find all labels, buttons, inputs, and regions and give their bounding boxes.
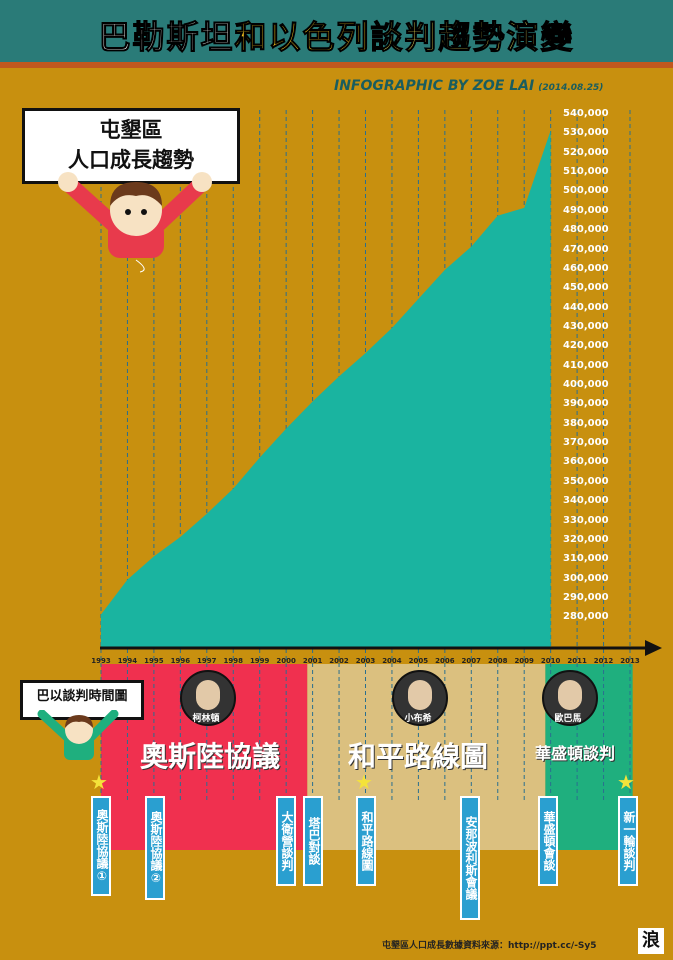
y-tick-label: 310,000 — [563, 553, 609, 565]
star-icon: ★ — [90, 770, 108, 794]
y-tick-label: 530,000 — [563, 127, 609, 139]
x-tick-label: 2010 — [540, 657, 561, 665]
x-tick-label: 2009 — [514, 657, 534, 665]
star-icon: ★ — [617, 770, 635, 794]
y-tick-label: 360,000 — [563, 456, 609, 468]
x-tick-label: 2003 — [355, 657, 376, 665]
x-axis-arrow — [645, 640, 662, 656]
small-character-illustration — [37, 710, 119, 760]
y-tick-label: 440,000 — [563, 301, 609, 313]
x-tick-label: 1994 — [117, 657, 138, 665]
x-tick-label: 2000 — [276, 657, 296, 665]
x-tick-label: 2005 — [408, 657, 429, 665]
y-tick-label: 370,000 — [563, 437, 609, 449]
y-tick-label: 330,000 — [563, 514, 609, 526]
byline: INFOGRAPHIC BY ZOE LAI (2014.08.25) — [334, 78, 603, 94]
era-band-label: 和平路線圖 — [347, 740, 488, 773]
y-tick-label: 410,000 — [563, 359, 609, 371]
leader-name: 小布希 — [404, 714, 432, 724]
leader-name: 柯林頓 — [192, 714, 220, 724]
era-band-label: 奧斯陸協議 — [139, 740, 280, 773]
y-tick-label: 280,000 — [563, 611, 609, 623]
y-tick-label: 450,000 — [563, 282, 609, 294]
event-label: 和平路線圖 — [356, 796, 376, 886]
x-tick-label: 2001 — [302, 657, 323, 665]
event-label: 奧斯陸協議① — [91, 796, 111, 896]
title-part-1: 巴勒斯坦 — [98, 18, 235, 57]
y-tick-label: 350,000 — [563, 475, 609, 487]
y-tick-label: 300,000 — [563, 572, 609, 584]
x-tick-label: 2012 — [593, 657, 614, 665]
leader-avatar — [180, 670, 236, 726]
y-tick-label: 540,000 — [563, 108, 609, 119]
x-tick-label: 2007 — [461, 657, 482, 665]
y-tick-label: 340,000 — [563, 495, 609, 507]
y-tick-label: 420,000 — [563, 340, 609, 352]
event-label: 安那波利斯會議 — [460, 796, 480, 920]
chart-title-sign: 屯墾區 人口成長趨勢 — [22, 108, 240, 184]
event-label: 奧斯陸協議② — [145, 796, 165, 900]
x-tick-label: 2002 — [329, 657, 349, 665]
y-tick-label: 390,000 — [563, 398, 609, 410]
chart-title-line1: 屯墾區 — [99, 118, 163, 142]
y-tick-label: 500,000 — [563, 185, 609, 197]
x-tick-label: 2006 — [435, 657, 455, 665]
event-label: 大衛營談判 — [276, 796, 296, 886]
source-footer: 屯墾區人口成長數據資料來源：http://ppt.cc/-Sy5 — [382, 941, 597, 951]
x-axis — [100, 640, 662, 656]
y-tick-label: 470,000 — [563, 243, 609, 255]
event-label: 華盛頓會談 — [538, 796, 558, 886]
byline-date: (2014.08.25) — [538, 83, 604, 93]
y-tick-label: 510,000 — [563, 166, 609, 178]
x-tick-label: 2011 — [567, 657, 587, 665]
leader-name: 歐巴馬 — [554, 714, 582, 724]
y-tick-label: 490,000 — [563, 204, 609, 216]
x-tick-label: 1999 — [249, 657, 270, 665]
y-tick-label: 430,000 — [563, 320, 609, 332]
leader-avatar — [392, 670, 448, 726]
y-tick-label: 290,000 — [563, 591, 609, 603]
x-tick-label: 2004 — [382, 657, 402, 665]
x-tick-label: 1998 — [223, 657, 243, 665]
byline-text: INFOGRAPHIC BY ZOE LAI — [334, 78, 535, 94]
event-label: 塔巴對談 — [303, 796, 323, 886]
leader-avatar — [542, 670, 598, 726]
event-label: 新一輪談判 — [618, 796, 638, 886]
timeline-title-text: 巴以談判時間圖 — [36, 689, 128, 704]
area-layer — [100, 130, 551, 648]
y-tick-label: 460,000 — [563, 262, 609, 274]
x-tick-label: 1995 — [144, 657, 164, 665]
y-tick-label: 480,000 — [563, 224, 609, 236]
page-title: 巴勒斯坦和以色列談判趨勢演變 — [0, 12, 673, 58]
character-illustration — [58, 172, 212, 273]
x-tick-label: 1993 — [91, 657, 111, 665]
x-tick-label: 2008 — [488, 657, 508, 665]
chart-title-line2: 人口成長趨勢 — [68, 148, 194, 172]
header-bar — [0, 0, 673, 68]
y-tick-label: 520,000 — [563, 146, 609, 158]
star-icon: ★ — [355, 770, 373, 794]
y-tick-label: 320,000 — [563, 533, 609, 545]
y-tick-label: 400,000 — [563, 379, 609, 391]
title-part-2: 和以色列 — [234, 18, 371, 57]
x-tick-label: 1996 — [170, 657, 191, 665]
title-part-3: 談判趨勢演變 — [370, 18, 575, 57]
era-band-label: 華盛頓談判 — [534, 744, 615, 763]
y-tick-label: 380,000 — [563, 417, 609, 429]
brand-logo: 浪 — [638, 928, 664, 954]
population-area — [101, 130, 551, 648]
x-tick-label: 2013 — [620, 657, 640, 665]
x-tick-label: 1997 — [197, 657, 217, 665]
